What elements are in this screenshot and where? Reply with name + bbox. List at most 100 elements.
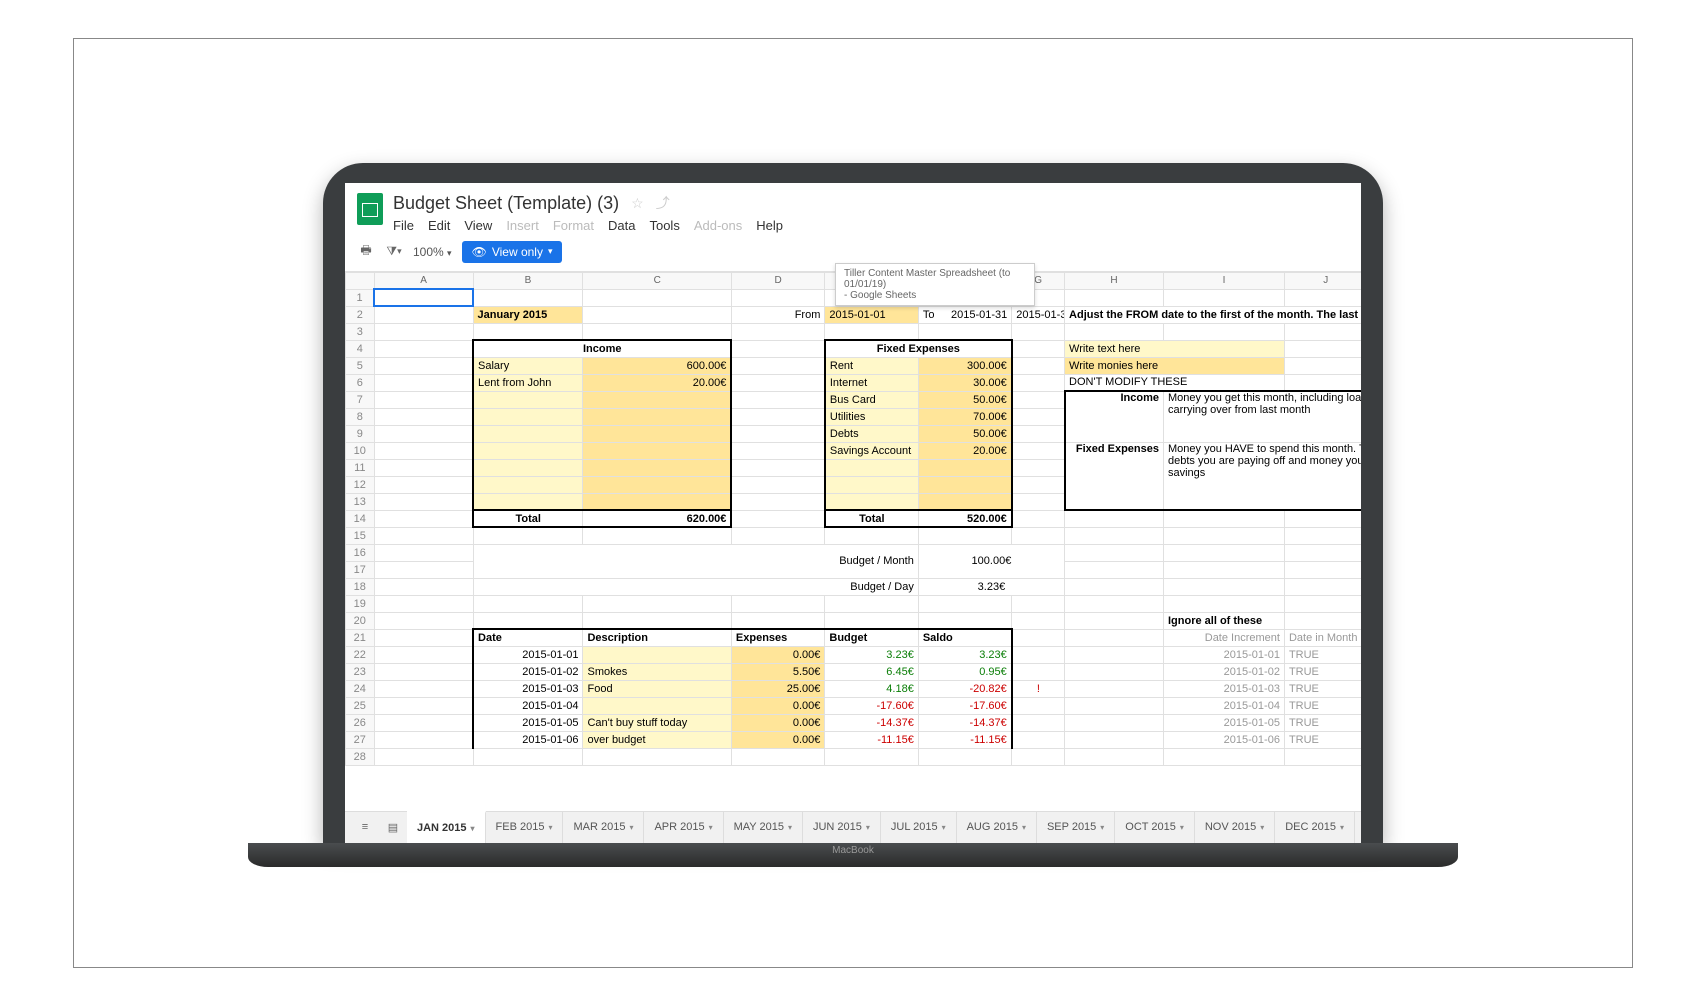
cell[interactable]: Saldo — [918, 629, 1011, 646]
cell[interactable] — [583, 306, 731, 323]
cell[interactable]: Can't buy stuff today — [583, 714, 731, 731]
cell[interactable] — [1012, 714, 1065, 731]
cell[interactable]: Fixed Expenses — [1065, 442, 1164, 510]
cell[interactable] — [731, 493, 824, 510]
cell[interactable] — [1284, 527, 1361, 544]
sheet-tab[interactable]: MAY 2015▾ — [724, 811, 803, 843]
menu-edit[interactable]: Edit — [428, 218, 450, 233]
cell[interactable]: 2015-01-02 — [1164, 663, 1285, 680]
menu-file[interactable]: File — [393, 218, 414, 233]
row-header[interactable]: 10 — [346, 442, 375, 459]
cell[interactable]: Salary — [473, 357, 583, 374]
row-header[interactable]: 1 — [346, 289, 375, 306]
cell[interactable] — [918, 612, 1011, 629]
cell[interactable]: -11.15€ — [825, 731, 918, 748]
cell[interactable] — [374, 425, 473, 442]
cell[interactable] — [1284, 357, 1361, 374]
row-header[interactable]: 23 — [346, 663, 375, 680]
cell[interactable] — [374, 357, 473, 374]
cell[interactable] — [583, 612, 731, 629]
spreadsheet-grid[interactable]: ABCDEFGHIJK12January 2015From2015-01-01T… — [345, 272, 1361, 792]
cell[interactable] — [1065, 646, 1164, 663]
cell[interactable]: 2015-01-01 — [1164, 646, 1285, 663]
row-header[interactable]: 18 — [346, 578, 375, 595]
cell[interactable] — [374, 476, 473, 493]
column-header[interactable]: C — [583, 272, 731, 289]
column-header[interactable]: D — [731, 272, 824, 289]
row-header[interactable]: 25 — [346, 697, 375, 714]
cell[interactable]: Expenses — [731, 629, 824, 646]
row-header[interactable]: 26 — [346, 714, 375, 731]
cell[interactable] — [473, 408, 583, 425]
row-header[interactable]: 21 — [346, 629, 375, 646]
cell[interactable] — [731, 459, 824, 476]
cell[interactable] — [1164, 289, 1285, 306]
cell[interactable] — [1012, 493, 1065, 510]
cell[interactable] — [1284, 510, 1361, 527]
cell[interactable] — [1065, 612, 1164, 629]
cell[interactable]: Rent — [825, 357, 918, 374]
cell[interactable]: Fixed Expenses — [825, 340, 1012, 357]
cell[interactable] — [1012, 731, 1065, 748]
cell[interactable] — [1284, 595, 1361, 612]
cell[interactable] — [473, 459, 583, 476]
cell[interactable]: Lent from John — [473, 374, 583, 391]
cell[interactable]: 0.00€ — [731, 646, 824, 663]
cell[interactable] — [583, 476, 731, 493]
cell[interactable] — [1012, 663, 1065, 680]
cell[interactable]: 2015-01-01 — [473, 646, 583, 663]
cell[interactable]: Internet — [825, 374, 918, 391]
sheet-tab[interactable]: DEC 2015▾ — [1275, 811, 1355, 843]
cell[interactable] — [473, 476, 583, 493]
row-header[interactable]: 28 — [346, 748, 375, 765]
cell[interactable] — [473, 612, 583, 629]
cell[interactable] — [473, 323, 583, 340]
cell[interactable] — [374, 646, 473, 663]
cell[interactable]: ! — [1012, 680, 1065, 697]
cell[interactable]: 2015-01-05 — [1164, 714, 1285, 731]
cell[interactable] — [473, 289, 583, 306]
cell[interactable] — [374, 510, 473, 527]
menu-data[interactable]: Data — [608, 218, 635, 233]
cell[interactable]: Date — [473, 629, 583, 646]
cell[interactable]: 0.95€ — [918, 663, 1011, 680]
row-header[interactable]: 5 — [346, 357, 375, 374]
cell[interactable]: 70.00€ — [918, 408, 1011, 425]
cell[interactable] — [1012, 527, 1065, 544]
cell[interactable] — [731, 527, 824, 544]
sheet-tab[interactable]: JUL 2015▾ — [881, 811, 957, 843]
cell[interactable]: Description — [583, 629, 731, 646]
cell[interactable] — [1012, 748, 1065, 765]
star-icon[interactable]: ☆ — [631, 195, 644, 212]
cell[interactable]: -14.37€ — [825, 714, 918, 731]
cell[interactable] — [918, 493, 1011, 510]
cell[interactable] — [731, 612, 824, 629]
cell[interactable]: Date Increment — [1164, 629, 1285, 646]
row-header[interactable]: 17 — [346, 561, 375, 578]
cell[interactable]: 50.00€ — [918, 391, 1011, 408]
cell[interactable] — [825, 459, 918, 476]
cell[interactable]: 2015-01-31 — [1012, 306, 1065, 323]
row-header[interactable]: 24 — [346, 680, 375, 697]
sheet-tab[interactable]: JAN 2015▾ — [407, 811, 486, 843]
cell[interactable] — [1065, 578, 1164, 595]
cell[interactable] — [1065, 289, 1164, 306]
cell[interactable] — [731, 374, 824, 391]
row-header[interactable]: 3 — [346, 323, 375, 340]
cell[interactable]: -14.37€ — [918, 714, 1011, 731]
cell[interactable] — [473, 391, 583, 408]
cell[interactable] — [473, 493, 583, 510]
cell[interactable] — [1164, 748, 1285, 765]
cell[interactable]: 2015-01-01 — [825, 306, 918, 323]
cell[interactable] — [1012, 476, 1065, 493]
cell[interactable]: 3.23€ — [918, 646, 1011, 663]
cell[interactable]: 4.18€ — [825, 680, 918, 697]
cell[interactable] — [583, 493, 731, 510]
cell[interactable] — [374, 493, 473, 510]
cell[interactable] — [473, 527, 583, 544]
cell[interactable] — [1065, 527, 1164, 544]
row-header[interactable]: 27 — [346, 731, 375, 748]
cell[interactable] — [473, 425, 583, 442]
cell[interactable] — [374, 697, 473, 714]
cell[interactable] — [1065, 714, 1164, 731]
